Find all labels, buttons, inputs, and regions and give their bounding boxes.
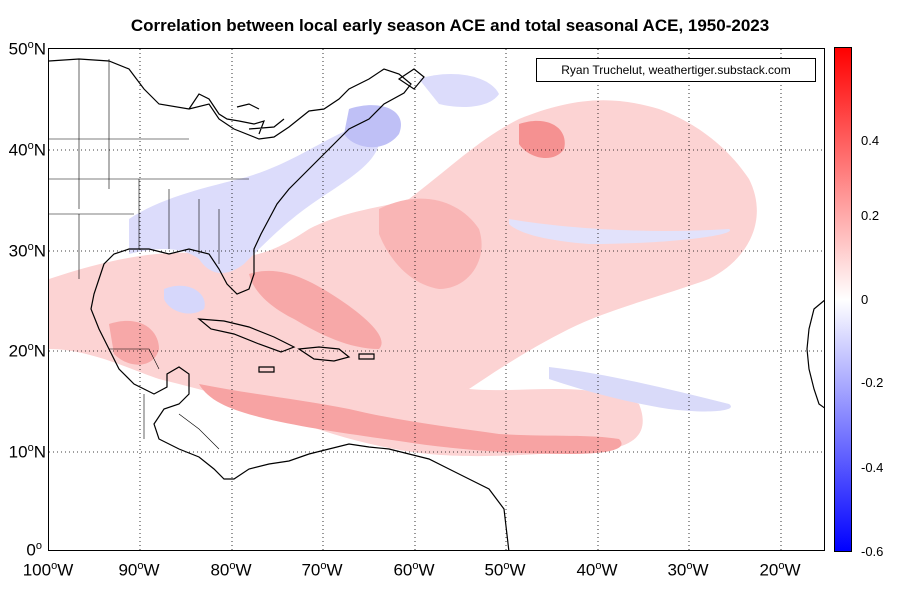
colorbar-tick-label: -0.6 bbox=[861, 544, 884, 559]
chart-title: Correlation between local early season A… bbox=[130, 16, 770, 35]
field-weak-negative-gulf bbox=[164, 285, 205, 314]
map-plot-area bbox=[48, 48, 825, 551]
field-strong-positive-north-atlantic bbox=[519, 120, 565, 159]
field-weak-negative-newengland bbox=[419, 74, 499, 107]
field-weak-positive bbox=[49, 100, 757, 457]
gridlines bbox=[49, 49, 824, 550]
y-tick-label: 30oN bbox=[8, 241, 46, 261]
jamaica bbox=[258, 366, 275, 373]
colorbar-tick-label: 0 bbox=[861, 292, 869, 307]
x-tick-label: 80oW bbox=[210, 560, 252, 580]
field-moderate-positive-atlantic bbox=[379, 198, 482, 289]
cuba bbox=[197, 318, 296, 353]
x-tick-label: 100oW bbox=[22, 560, 74, 580]
x-tick-label: 70oW bbox=[301, 560, 343, 580]
credit-label: Ryan Truchelut, weathertiger.substack.co… bbox=[536, 58, 816, 82]
x-tick-label: 90oW bbox=[118, 560, 160, 580]
colorbar bbox=[834, 47, 852, 552]
newfoundland bbox=[397, 68, 425, 90]
x-tick-label: 50oW bbox=[484, 560, 526, 580]
x-tick-label: 20oW bbox=[759, 560, 801, 580]
y-tick-label: 50oN bbox=[8, 39, 46, 59]
field-moderate-positive-mdr bbox=[199, 384, 622, 454]
field-weak-negative-gulfstream bbox=[344, 105, 401, 148]
y-tick-label: 0o bbox=[26, 540, 42, 560]
north-america-coast bbox=[49, 58, 510, 550]
field-moderate-positive-caribbean bbox=[249, 270, 382, 349]
y-tick-label: 40oN bbox=[8, 140, 46, 160]
field-weak-negative-east-atlantic bbox=[549, 367, 731, 412]
state-borders bbox=[49, 59, 249, 450]
colorbar-tick-label: 0.2 bbox=[861, 208, 880, 223]
great-lakes bbox=[188, 93, 285, 135]
map-canvas bbox=[49, 49, 824, 550]
hispaniola bbox=[297, 346, 351, 362]
colorbar-tick-label: 0.4 bbox=[861, 133, 880, 148]
x-tick-label: 40oW bbox=[576, 560, 618, 580]
africa-coast bbox=[806, 299, 824, 409]
field-weak-negative-us-coast bbox=[129, 128, 379, 274]
field-weak-negative-subtropics bbox=[509, 219, 730, 244]
puerto-rico bbox=[358, 353, 375, 360]
colorbar-tick-label: -0.2 bbox=[861, 375, 884, 390]
x-tick-label: 60oW bbox=[393, 560, 435, 580]
field-moderate-positive-gulf bbox=[109, 320, 159, 365]
y-tick-label: 10oN bbox=[8, 442, 46, 462]
colorbar-tick-label: -0.4 bbox=[861, 460, 884, 475]
correlation-fields bbox=[49, 74, 757, 457]
y-tick-label: 20oN bbox=[8, 341, 46, 361]
coastlines bbox=[49, 58, 824, 550]
x-tick-label: 30oW bbox=[667, 560, 709, 580]
